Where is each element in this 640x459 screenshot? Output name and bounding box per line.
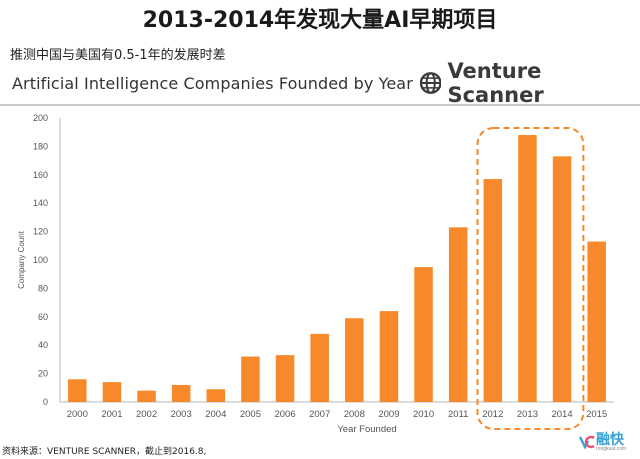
- bar-2011: [448, 227, 468, 402]
- y-tick-label: 140: [33, 198, 48, 208]
- x-tick-label: 2002: [136, 409, 157, 420]
- y-tick-label: 40: [38, 340, 48, 350]
- x-tick-label: 2006: [274, 409, 295, 420]
- highlight-box: [476, 127, 585, 430]
- x-tick-label: 2000: [67, 409, 88, 420]
- bar-2009: [379, 311, 399, 402]
- y-tick-label: 200: [33, 113, 48, 123]
- source-footnote: 资料来源：VENTURE SCANNER，截止到2016.8,: [2, 447, 207, 457]
- globe-icon: [420, 72, 442, 94]
- chart-title: Artificial Intelligence Companies Founde…: [12, 74, 413, 93]
- bar-2004: [206, 389, 226, 402]
- x-tick-label: 2007: [309, 409, 330, 420]
- x-tick-label: 2009: [378, 409, 399, 420]
- x-tick-label: 2008: [344, 409, 365, 420]
- bar-chart: 0 20 40 60 80 100 120 140 160 180 200 2000 2001 2002 2…: [17, 113, 614, 435]
- y-tick-label: 160: [33, 170, 48, 180]
- watermark-name: 融快: [596, 432, 624, 448]
- x-tick-label: 2015: [586, 409, 607, 420]
- bar-2006: [275, 355, 295, 402]
- y-axis-title: Company Count: [17, 230, 26, 289]
- x-tick-label: 2003: [171, 409, 192, 420]
- x-tick-label: 2005: [240, 409, 261, 420]
- x-tick-label: 2004: [205, 409, 226, 420]
- y-tick-label: 180: [33, 141, 48, 151]
- bar-2002: [137, 390, 156, 402]
- x-tick-label: 2001: [101, 409, 122, 420]
- y-tick-label: 60: [38, 312, 48, 322]
- bar-2012: [483, 179, 503, 402]
- bar-2010: [414, 267, 433, 402]
- page-title: 2013-2014年发现大量AI早期项目: [142, 8, 498, 33]
- bar-2015: [587, 241, 606, 402]
- bar-2005: [241, 356, 260, 402]
- x-tick-label: 2012: [482, 409, 503, 420]
- watermark-url: rongkuai.com: [596, 446, 627, 452]
- header-divider: [0, 104, 640, 106]
- venture-scanner-brand: Venture Scanner: [420, 59, 640, 107]
- x-axis-title: Year Founded: [337, 424, 396, 435]
- y-tick-label: 80: [38, 283, 48, 293]
- y-tick-label: 120: [33, 227, 48, 237]
- vc-logo-icon: [578, 435, 595, 450]
- bar-2000: [68, 379, 87, 402]
- y-tick-label: 0: [43, 397, 48, 407]
- bar-2014: [552, 156, 572, 402]
- bar-2008: [345, 318, 364, 402]
- rongkuai-watermark: 融快 rongkuai.com: [578, 433, 638, 457]
- y-tick-label: 20: [38, 369, 48, 379]
- bar-2007: [310, 333, 329, 402]
- y-tick-label: 100: [33, 255, 48, 265]
- page-subtitle: 推测中国与美国有0.5-1年的发展时差: [10, 48, 226, 63]
- x-tick-label: 2013: [517, 409, 538, 420]
- bar-2013: [518, 135, 537, 402]
- brand-name: Venture Scanner: [447, 59, 544, 107]
- x-tick-label: 2010: [413, 409, 434, 420]
- bar-2001: [102, 382, 122, 402]
- x-tick-label: 2011: [448, 409, 468, 420]
- x-tick-label: 2014: [551, 409, 572, 420]
- bar-2003: [171, 384, 191, 402]
